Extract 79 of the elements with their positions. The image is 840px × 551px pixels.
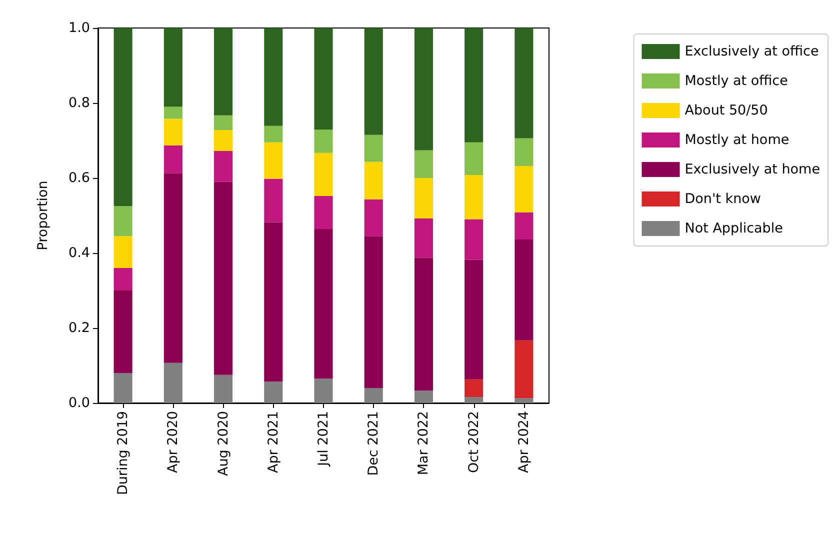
bar xyxy=(164,118,182,146)
x-tick-label: Aug 2020 xyxy=(215,411,232,476)
y-tick-label: 1.0 xyxy=(68,20,90,36)
bar xyxy=(214,130,233,151)
bar xyxy=(214,28,233,116)
x-tick-label: Apr 2024 xyxy=(516,411,532,474)
bar xyxy=(114,206,132,236)
legend-label: Exclusively at home xyxy=(684,162,820,178)
bar xyxy=(314,28,333,130)
x-tick-label: Mar 2022 xyxy=(416,411,432,476)
legend-label: Exclusively at office xyxy=(684,44,819,60)
y-tick-label: 0.4 xyxy=(68,245,90,261)
bar xyxy=(464,397,484,403)
bar xyxy=(264,28,283,126)
bar xyxy=(414,178,433,218)
bar xyxy=(364,199,383,236)
bar xyxy=(164,28,182,107)
bar xyxy=(264,178,283,222)
x-tick-label: Apr 2020 xyxy=(165,411,182,474)
bar xyxy=(114,290,132,373)
bar xyxy=(264,382,283,403)
bar xyxy=(264,222,283,382)
bar xyxy=(114,373,132,403)
bar xyxy=(314,229,333,379)
bar xyxy=(464,142,484,175)
bar xyxy=(414,218,433,258)
y-tick-label: 0.6 xyxy=(68,170,90,186)
bar xyxy=(314,152,333,196)
bar xyxy=(364,162,383,200)
bar xyxy=(514,166,534,212)
bar xyxy=(414,28,433,150)
bar xyxy=(114,236,132,268)
bar xyxy=(114,268,132,290)
bar xyxy=(464,379,484,397)
x-tick-label: Apr 2021 xyxy=(265,411,282,474)
bar xyxy=(364,388,383,403)
bar xyxy=(164,145,182,174)
bar xyxy=(414,258,433,391)
legend-label: About 50/50 xyxy=(684,102,768,118)
bar xyxy=(214,115,233,130)
x-tick-label: Dec 2021 xyxy=(366,411,382,476)
bar xyxy=(114,28,132,206)
x-tick-label: Oct 2022 xyxy=(466,411,482,473)
bar xyxy=(314,196,333,229)
bar xyxy=(364,236,383,388)
y-tick-label: 0.0 xyxy=(68,395,90,411)
bar xyxy=(464,28,484,142)
bar xyxy=(414,390,433,403)
y-tick-label: 0.2 xyxy=(68,320,90,336)
bar xyxy=(514,212,534,240)
legend-label: Don't know xyxy=(684,191,761,207)
bar xyxy=(514,138,534,166)
bar xyxy=(464,175,484,220)
bar xyxy=(364,134,383,162)
x-tick-label: During 2019 xyxy=(115,411,132,496)
bar xyxy=(414,150,433,178)
bar xyxy=(214,182,233,375)
bar xyxy=(364,28,383,135)
bar xyxy=(164,362,182,403)
bar xyxy=(264,126,283,142)
y-tick-label: 0.8 xyxy=(68,95,90,111)
bar xyxy=(514,240,534,340)
bar xyxy=(514,340,534,398)
bar xyxy=(464,260,484,380)
bar xyxy=(514,28,534,138)
bar xyxy=(164,173,182,363)
legend-label: Not Applicable xyxy=(684,220,783,236)
bar xyxy=(314,130,333,153)
bar xyxy=(514,398,534,403)
y-axis-title: Proportion xyxy=(35,180,51,250)
x-tick-label: Jul 2021 xyxy=(316,411,332,467)
bar xyxy=(464,219,484,260)
bar xyxy=(314,378,333,403)
bar xyxy=(214,374,233,403)
legend-label: Mostly at home xyxy=(684,132,790,148)
bar xyxy=(164,106,182,119)
bar xyxy=(214,151,233,182)
legend-label: Mostly at office xyxy=(684,73,788,89)
bar xyxy=(264,142,283,179)
